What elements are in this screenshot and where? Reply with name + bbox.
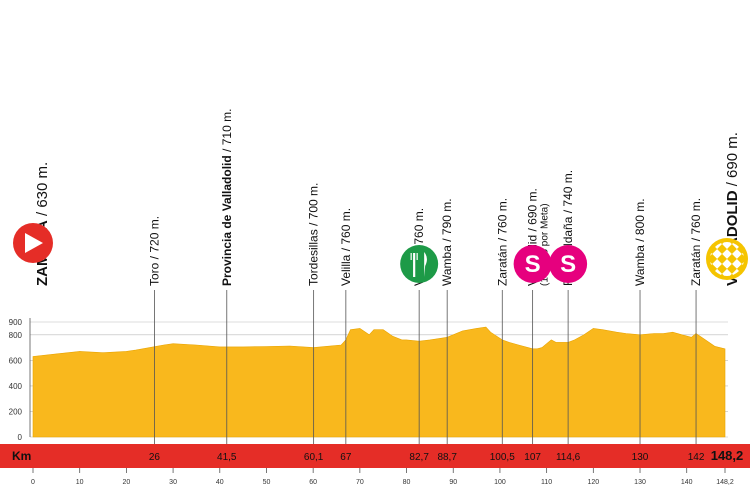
x-tick-label: 140 — [681, 479, 693, 486]
km-bar-value: 26 — [149, 452, 161, 463]
km-bar-value: 107 — [524, 452, 541, 463]
place-label: Tordesillas / 700 m. — [307, 183, 321, 286]
knife-icon — [424, 252, 427, 277]
km-bar-value: 67 — [340, 452, 352, 463]
place-label: Wamba / 800 m. — [633, 198, 647, 286]
y-tick-label: 400 — [9, 382, 23, 391]
place-name: Zaratán — [495, 245, 509, 286]
x-tick-label: 90 — [449, 479, 457, 486]
km-bar-value: 88,7 — [437, 452, 457, 463]
place-altitude: / 630 m. — [34, 162, 51, 220]
place-altitude: / 760 m. — [412, 208, 426, 255]
place-name: Tordesillas — [307, 229, 321, 286]
place-altitude: / 690 m. — [526, 188, 540, 235]
place-altitude: / 700 m. — [307, 183, 321, 230]
elevation-area — [32, 326, 726, 438]
x-tick-label: 10 — [76, 479, 84, 486]
place-name: Toro — [147, 262, 161, 286]
place-label: Zaratán / 760 m. — [495, 198, 509, 286]
place-altitude: / 740 m. — [561, 170, 575, 217]
x-tick-label: 110 — [541, 479, 552, 486]
place-altitude: / 720 m. — [147, 216, 161, 263]
place-label: Wamba / 790 m. — [440, 198, 454, 286]
checker-square — [712, 278, 723, 284]
sprint-marker — [513, 245, 552, 283]
km-bar-value: 114,6 — [556, 452, 581, 463]
checker-square — [712, 234, 723, 240]
place-name: Zaratán — [689, 245, 703, 286]
place-name: Wamba — [633, 245, 647, 286]
sprint-label: S — [560, 251, 576, 278]
place-altitude: / 790 m. — [440, 198, 454, 245]
elevation-area-path — [32, 326, 726, 438]
place-altitude: / 800 m. — [633, 198, 647, 245]
place-label: Velilla / 760 m. — [339, 208, 353, 286]
km-bar: Km 26 41,5 60,1 67 82,7 88,7 100,5 107 114,6 130 14… — [0, 444, 750, 468]
place-altitude: / 690 m. — [724, 132, 741, 190]
place-sublabel: (1º paso por Meta) — [540, 203, 551, 286]
place-name: Wamba — [440, 245, 454, 286]
place-altitude: / 760 m. — [495, 198, 509, 245]
km-bar-value: 82,7 — [409, 452, 429, 463]
x-tick-label: 80 — [403, 479, 411, 486]
km-bar-value: 142 — [688, 452, 705, 463]
place-labels: ZAMORA / 630 m.Toro / 720 m.Provincia de… — [34, 109, 741, 286]
place-lines — [154, 290, 697, 444]
sprint-label: S — [525, 251, 541, 278]
km-bar-value: 148,2 — [711, 448, 744, 463]
place-altitude: / 760 m. — [339, 208, 353, 255]
place-name: Provincia de Valladolid — [220, 155, 234, 286]
km-bar-value: 41,5 — [217, 452, 237, 463]
x-tick-label: 130 — [634, 479, 646, 486]
x-tick-label: 40 — [216, 479, 224, 486]
x-tick-label: 30 — [169, 479, 177, 486]
x-tick-label: 0 — [31, 479, 35, 486]
x-tick-label: 50 — [263, 479, 271, 486]
x-tick-label: 70 — [356, 479, 364, 486]
place-altitude: / 760 m. — [689, 198, 703, 245]
y-tick-label: 900 — [9, 318, 23, 327]
place-name: Velilla — [339, 254, 353, 286]
km-bar-value: 100,5 — [490, 452, 515, 463]
y-tick-label: 600 — [9, 356, 23, 365]
km-label: Km — [12, 449, 31, 463]
y-axis-ticks: 0 200 400 600 800 900 — [9, 318, 23, 442]
x-tick-label: 100 — [494, 479, 506, 486]
play-icon — [25, 233, 43, 253]
x-axis-ticks: 0 10 20 30 40 50 60 70 80 90 100 110 120 130 140 148,2 — [31, 468, 734, 486]
place-label: Zaratán / 760 m. — [689, 198, 703, 286]
x-tick-label: 20 — [122, 479, 130, 486]
feed-zone-marker — [400, 245, 439, 283]
checker-square — [722, 289, 732, 299]
place-label: Provincia de Valladolid / 710 m. — [220, 109, 234, 286]
km-bar-value: 130 — [632, 452, 649, 463]
x-tick-label: 120 — [587, 479, 599, 486]
km-bar-bg — [0, 444, 750, 468]
place-label: Toro / 720 m. — [147, 216, 161, 286]
y-tick-label: 0 — [18, 433, 23, 442]
km-bar-value: 60,1 — [304, 452, 324, 463]
y-tick-label: 200 — [9, 407, 23, 416]
place-altitude: / 710 m. — [220, 109, 234, 156]
sprint-marker — [549, 245, 588, 283]
x-tick-label: 60 — [309, 479, 317, 486]
y-tick-label: 800 — [9, 331, 23, 340]
x-tick-label: 148,2 — [716, 479, 734, 486]
